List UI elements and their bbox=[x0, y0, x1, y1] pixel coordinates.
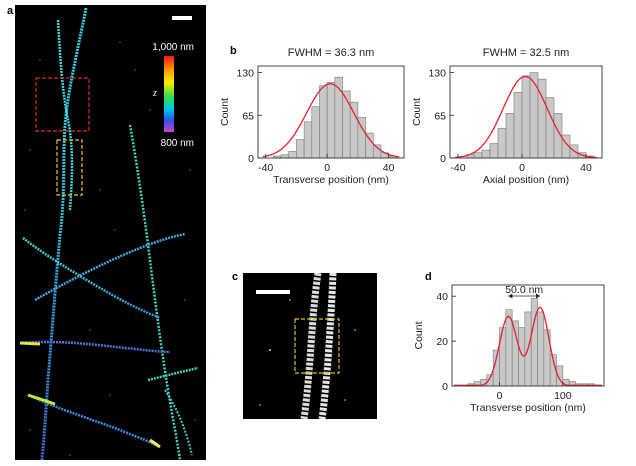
histogram-bar bbox=[342, 90, 351, 159]
x-axis-label: Axial position (nm) bbox=[483, 174, 569, 186]
y-axis-label: Count bbox=[411, 98, 423, 126]
y-tick-label: 65 bbox=[434, 110, 446, 122]
y-axis-label: Count bbox=[219, 98, 231, 126]
histogram-bar bbox=[489, 143, 499, 159]
panel-a-image: 1,000 nm z 800 nm bbox=[15, 5, 206, 461]
gaussian-fit-line bbox=[262, 83, 400, 158]
histogram-bar bbox=[473, 152, 483, 159]
x-tick-label: 0 bbox=[497, 390, 503, 402]
x-tick-label: 0 bbox=[324, 162, 330, 174]
x-axis-label: Transverse position (nm) bbox=[470, 402, 586, 414]
region-box-yellow bbox=[56, 139, 83, 196]
plot-frame bbox=[449, 65, 603, 159]
histogram-bar bbox=[505, 113, 515, 159]
histogram-bar bbox=[545, 97, 555, 159]
x-axis-label: Transverse position (nm) bbox=[273, 174, 389, 186]
histogram-bar bbox=[288, 151, 297, 159]
panel-label-d: d bbox=[425, 271, 432, 283]
colorbar-symbol: z bbox=[152, 88, 157, 99]
chart-title: FWHM = 32.5 nm bbox=[483, 47, 570, 59]
panel-c-image bbox=[243, 272, 377, 420]
separation-label: 50.0 nm bbox=[505, 284, 543, 296]
histogram-bar bbox=[518, 327, 526, 387]
histogram-bar bbox=[280, 154, 290, 159]
y-tick-label: 65 bbox=[242, 110, 254, 122]
x-tick-label: 100 bbox=[554, 390, 572, 402]
region-box-yellow-c bbox=[294, 318, 340, 374]
plot-frame bbox=[451, 284, 605, 387]
x-tick-label: -40 bbox=[450, 162, 465, 174]
panel-label-a: a bbox=[7, 5, 14, 17]
histogram-bar bbox=[349, 101, 359, 159]
panel-label-c: c bbox=[232, 271, 238, 283]
x-tick-label: -40 bbox=[258, 162, 273, 174]
histogram-bar bbox=[326, 82, 336, 159]
y-tick-label: 20 bbox=[436, 336, 448, 348]
histogram-bar bbox=[529, 72, 539, 159]
histogram-bar bbox=[497, 128, 507, 159]
z-colorbar bbox=[164, 56, 174, 132]
histogram-bar bbox=[521, 75, 531, 159]
histogram-bar bbox=[537, 311, 545, 387]
chart-title: FWHM = 36.3 nm bbox=[288, 47, 375, 59]
arrow-head-left bbox=[508, 293, 513, 299]
plot-frame bbox=[257, 65, 405, 159]
y-tick-label: 0 bbox=[442, 381, 448, 393]
x-tick-label: 40 bbox=[580, 162, 592, 174]
histogram-d-double-peak: 0 100 0 20 40 Transverse position (nm) Count 50… bbox=[413, 284, 605, 414]
y-tick-label: 0 bbox=[248, 153, 254, 165]
y-tick-label: 0 bbox=[440, 153, 446, 165]
histogram-bar bbox=[296, 139, 305, 159]
scale-bar-c bbox=[256, 290, 290, 294]
histogram-bar bbox=[319, 85, 328, 159]
y-axis-label: Count bbox=[413, 321, 425, 349]
histogram-bar bbox=[311, 106, 320, 159]
region-box-red bbox=[35, 77, 90, 132]
x-tick-label: 40 bbox=[383, 162, 395, 174]
y-tick-label: 40 bbox=[436, 291, 448, 303]
gaussian-fit-line bbox=[454, 75, 598, 159]
arrow-head-right bbox=[536, 293, 541, 299]
histogram-bar bbox=[303, 121, 313, 159]
colorbar-bottom-label: 800 nm bbox=[161, 138, 194, 149]
panel-label-b: b bbox=[230, 45, 237, 57]
x-tick-label: 0 bbox=[519, 162, 525, 174]
y-tick-label: 130 bbox=[428, 68, 446, 80]
y-tick-label: 130 bbox=[236, 68, 254, 80]
histogram-b-transverse: FWHM = 36.3 nm -40 0 40 0 65 130 Transverse pos… bbox=[219, 47, 405, 186]
scale-bar-a bbox=[172, 16, 192, 20]
histogram-b-axial: FWHM = 32.5 nm -40 0 40 0 65 130 Axial position… bbox=[411, 47, 603, 186]
histogram-bar bbox=[481, 149, 491, 159]
gaussian-fit-line bbox=[453, 306, 603, 386]
histogram-bar bbox=[513, 91, 523, 159]
colorbar-top-label: 1,000 nm bbox=[152, 42, 194, 53]
histogram-bar bbox=[365, 132, 374, 159]
